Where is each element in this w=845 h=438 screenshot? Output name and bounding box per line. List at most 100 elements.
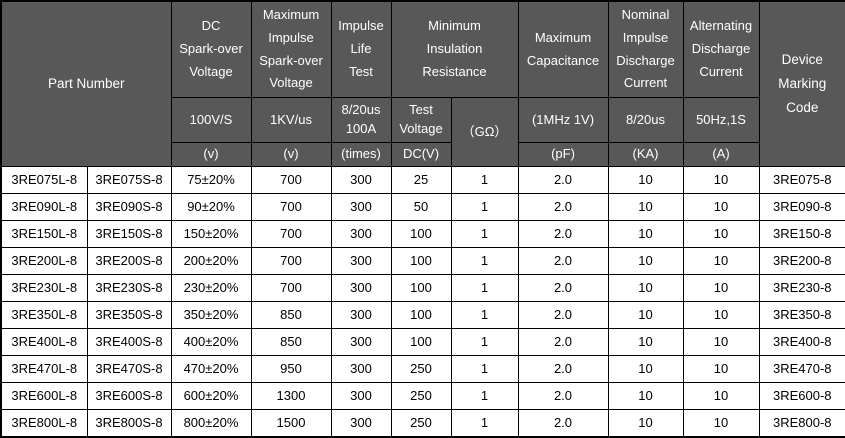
- table-cell: 25: [390, 165, 452, 194]
- table-cell: 10: [682, 219, 760, 248]
- table-cell: 50: [390, 192, 452, 221]
- table-cell: 2.0: [517, 381, 609, 410]
- table-cell: 250: [390, 381, 452, 410]
- header-dc-sparkover-voltage: DC Spark-over Voltage: [170, 0, 252, 98]
- header-nominal-impulse-discharge-current: Nominal Impulse Discharge Current: [607, 0, 684, 98]
- table-cell: 3RE400-8: [758, 327, 845, 356]
- table-cell: 3RE150L-8: [0, 219, 88, 248]
- table-cell: 3RE230-8: [758, 273, 845, 302]
- table-cell: 3RE075L-8: [0, 165, 88, 194]
- table-row: 3RE600L-8 3RE600S-8 600±20% 1300 300 250 1 2.0 1…: [0, 381, 845, 410]
- table-cell: 700: [250, 246, 332, 275]
- header-device-marking-code: Device Marking Code: [758, 0, 845, 167]
- table-cell: 10: [607, 165, 684, 194]
- table-cell: 3RE350L-8: [0, 300, 88, 329]
- table-body: 3RE075L-8 3RE075S-8 75±20% 700 300 25 1 2.0 10 10…: [0, 165, 845, 438]
- header-test-voltage-unit: DC(V): [390, 142, 452, 167]
- table-cell: 1: [450, 354, 519, 383]
- table-cell: 3RE800-8: [758, 408, 845, 438]
- table-cell: 2.0: [517, 273, 609, 302]
- table-cell: 10: [607, 300, 684, 329]
- table-cell: 3RE090S-8: [86, 192, 172, 221]
- header-max-impulse-sparkover-voltage: Maximum Impulse Spark-over Voltage: [250, 0, 332, 98]
- table-cell: 2.0: [517, 246, 609, 275]
- table-cell: 3RE200S-8: [86, 246, 172, 275]
- table-cell: 230±20%: [170, 273, 252, 302]
- table-row: 3RE350L-8 3RE350S-8 350±20% 850 300 100 1 2.0 10…: [0, 300, 845, 329]
- table-row: 3RE230L-8 3RE230S-8 230±20% 700 300 100 1 2.0 10…: [0, 273, 845, 302]
- header-impulse-life-unit: (times): [330, 142, 392, 167]
- table-cell: 1: [450, 381, 519, 410]
- table-cell: 10: [682, 273, 760, 302]
- table-cell: 100: [390, 219, 452, 248]
- table-cell: 10: [607, 354, 684, 383]
- table-header: Part Number DC Spark-over Voltage Maximu…: [0, 0, 845, 167]
- table-cell: 3RE470-8: [758, 354, 845, 383]
- table-cell: 3RE150-8: [758, 219, 845, 248]
- table-cell: 100: [390, 327, 452, 356]
- table-cell: 950: [250, 354, 332, 383]
- table-cell: 2.0: [517, 408, 609, 438]
- table-cell: 250: [390, 408, 452, 438]
- header-alternating-condition: 50Hz,1S: [682, 97, 760, 143]
- table-cell: 2.0: [517, 300, 609, 329]
- header-max-capacitance: Maximum Capacitance: [517, 0, 609, 98]
- table-cell: 3RE800L-8: [0, 408, 88, 438]
- header-alternating-discharge-current: Alternating Discharge Current: [682, 0, 760, 98]
- table-cell: 100: [390, 273, 452, 302]
- table-cell: 90±20%: [170, 192, 252, 221]
- table-cell: 3RE400L-8: [0, 327, 88, 356]
- table-cell: 1: [450, 246, 519, 275]
- table-row: 3RE075L-8 3RE075S-8 75±20% 700 300 25 1 2.0 10 10…: [0, 165, 845, 194]
- header-insulation-gohm-unit: （GΩ）: [450, 97, 519, 167]
- table-cell: 3RE200-8: [758, 246, 845, 275]
- table-cell: 300: [330, 165, 392, 194]
- table-cell: 10: [682, 354, 760, 383]
- header-impulse-life-condition: 8/20us 100A: [330, 97, 392, 143]
- table-cell: 1: [450, 165, 519, 194]
- table-cell: 300: [330, 219, 392, 248]
- header-impulse-life-test: Impulse Life Test: [330, 0, 392, 98]
- table-cell: 1: [450, 192, 519, 221]
- table-cell: 2.0: [517, 192, 609, 221]
- table-cell: 10: [682, 408, 760, 438]
- table-cell: 10: [682, 192, 760, 221]
- table-cell: 1: [450, 327, 519, 356]
- table-cell: 3RE470L-8: [0, 354, 88, 383]
- table-cell: 3RE400S-8: [86, 327, 172, 356]
- table-cell: 3RE470S-8: [86, 354, 172, 383]
- table-row: 3RE200L-8 3RE200S-8 200±20% 700 300 100 1 2.0 10…: [0, 246, 845, 275]
- table-cell: 700: [250, 273, 332, 302]
- table-cell: 10: [607, 246, 684, 275]
- table-cell: 10: [607, 327, 684, 356]
- table-row: 3RE090L-8 3RE090S-8 90±20% 700 300 50 1 2.0 10 10…: [0, 192, 845, 221]
- header-dc-sparkover-unit: (v): [170, 142, 252, 167]
- header-nominal-impulse-unit: (KA): [607, 142, 684, 167]
- header-part-number: Part Number: [0, 0, 172, 167]
- header-min-insulation-resistance: Minimum Insulation Resistance: [390, 0, 519, 98]
- table-cell: 700: [250, 192, 332, 221]
- table-cell: 1: [450, 300, 519, 329]
- table-cell: 10: [682, 327, 760, 356]
- table-cell: 10: [682, 246, 760, 275]
- table-cell: 300: [330, 381, 392, 410]
- table-cell: 1: [450, 219, 519, 248]
- table-cell: 250: [390, 354, 452, 383]
- table-cell: 10: [607, 381, 684, 410]
- table-cell: 200±20%: [170, 246, 252, 275]
- header-max-impulse-condition: 1KV/us: [250, 97, 332, 143]
- table-cell: 3RE800S-8: [86, 408, 172, 438]
- table-cell: 3RE230L-8: [0, 273, 88, 302]
- table-cell: 3RE350-8: [758, 300, 845, 329]
- table-cell: 3RE150S-8: [86, 219, 172, 248]
- table-cell: 850: [250, 300, 332, 329]
- table-cell: 10: [607, 219, 684, 248]
- table-cell: 150±20%: [170, 219, 252, 248]
- table-cell: 600±20%: [170, 381, 252, 410]
- table-cell: 3RE350S-8: [86, 300, 172, 329]
- table-cell: 300: [330, 408, 392, 438]
- table-cell: 3RE600S-8: [86, 381, 172, 410]
- table-row: 3RE800L-8 3RE800S-8 800±20% 1500 300 250 1 2.0 1…: [0, 408, 845, 438]
